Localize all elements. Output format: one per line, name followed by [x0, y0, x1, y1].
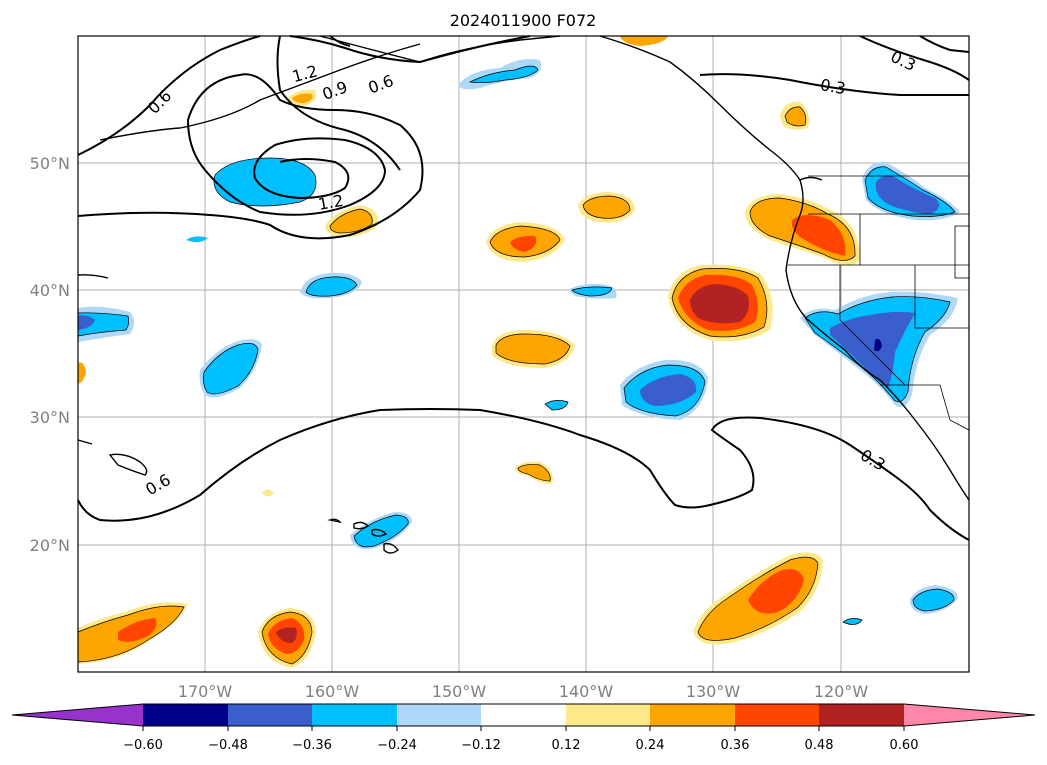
- colorbar-bin: [735, 704, 819, 726]
- colorbar: −0.60 −0.48 −0.36 −0.24 −0.12 0.12 0.24 …: [11, 703, 1036, 753]
- colorbar-tick-label: 0.12: [552, 738, 581, 753]
- contour-label: 0.3: [819, 75, 847, 98]
- colorbar-tick-label: −0.60: [123, 738, 163, 753]
- lon-label: 130°W: [686, 682, 741, 701]
- latitude-labels: 50°N 40°N 30°N 20°N: [30, 154, 70, 555]
- map-title: 2024011900 F072: [450, 11, 597, 30]
- map-panel: 0.6 1.2 0.9 0.6 1.2 0.3 0.3 0.6 0.3: [77, 35, 970, 673]
- colorbar-extend-low: [12, 704, 143, 726]
- colorbar-bin: [397, 704, 481, 726]
- colorbar-bin: [566, 704, 650, 726]
- longitude-labels: 170°W 160°W 150°W 140°W 130°W 120°W: [178, 682, 869, 701]
- coastlines: [77, 35, 970, 554]
- anomaly-fills: [77, 36, 960, 668]
- colorbar-bin: [819, 704, 904, 726]
- colorbar-tick-label: 0.24: [636, 738, 665, 753]
- borders: [788, 175, 970, 431]
- lat-label: 50°N: [30, 154, 70, 173]
- lon-label: 160°W: [305, 682, 360, 701]
- colorbar-ticks: [142, 726, 905, 731]
- colorbar-tick-label: −0.12: [461, 738, 501, 753]
- colorbar-tick-label: −0.48: [208, 738, 248, 753]
- colorbar-bin: [481, 704, 566, 726]
- lon-label: 150°W: [432, 682, 487, 701]
- contour-label: 1.2: [317, 191, 345, 214]
- colorbar-bin: [312, 704, 397, 726]
- colorbar-tick-label: −0.36: [292, 738, 332, 753]
- colorbar-extend-high: [904, 704, 1035, 726]
- colorbar-tick-label: 0.36: [721, 738, 750, 753]
- negative-anomaly-patches: [77, 59, 960, 625]
- lat-label: 30°N: [30, 408, 70, 427]
- colorbar-bin: [650, 704, 735, 726]
- lon-label: 170°W: [178, 682, 233, 701]
- contour-lines: [77, 35, 970, 541]
- lat-label: 20°N: [30, 536, 70, 555]
- lat-label: 40°N: [30, 281, 70, 300]
- lon-label: 120°W: [814, 682, 869, 701]
- colorbar-tick-label: 0.60: [890, 738, 919, 753]
- positive-anomaly-patches: [77, 36, 860, 668]
- lon-label: 140°W: [559, 682, 614, 701]
- colorbar-tick-label: 0.48: [805, 738, 834, 753]
- colorbar-bin: [143, 704, 228, 726]
- colorbar-bin: [228, 704, 312, 726]
- colorbar-tick-labels: −0.60 −0.48 −0.36 −0.24 −0.12 0.12 0.24 …: [123, 738, 918, 753]
- colorbar-tick-label: −0.24: [377, 738, 417, 753]
